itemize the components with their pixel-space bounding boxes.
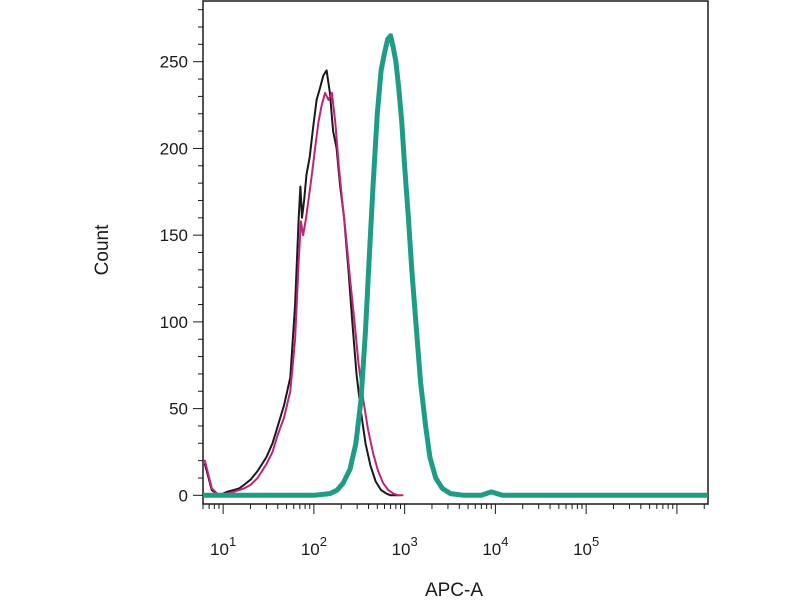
y-tick-label: 0: [179, 486, 188, 505]
y-axis-title: Count: [92, 224, 113, 275]
x-tick-label: 105: [573, 534, 599, 559]
y-tick-label: 50: [169, 400, 188, 419]
y-tick-label: 150: [160, 226, 188, 245]
x-tick-label: 104: [482, 534, 508, 559]
plot-area: [202, 0, 709, 505]
x-tick-label: 102: [301, 534, 327, 559]
x-axis: 101 102 103 104 105: [202, 504, 705, 559]
series-line-1: [203, 69, 400, 497]
series-line-2: [203, 91, 404, 497]
y-tick-label: 100: [160, 313, 188, 332]
x-axis-title: APC-A: [425, 580, 483, 600]
x-tick-label: 101: [210, 534, 236, 559]
plot-frame: [202, 0, 709, 505]
series-line-3: [203, 33, 708, 498]
y-axis: 0 50 100 150 200 250: [160, 9, 203, 505]
x-tick-label: 103: [392, 534, 418, 559]
series-layer: [203, 33, 708, 498]
y-tick-label: 250: [160, 53, 188, 72]
y-tick-label: 200: [160, 139, 188, 158]
